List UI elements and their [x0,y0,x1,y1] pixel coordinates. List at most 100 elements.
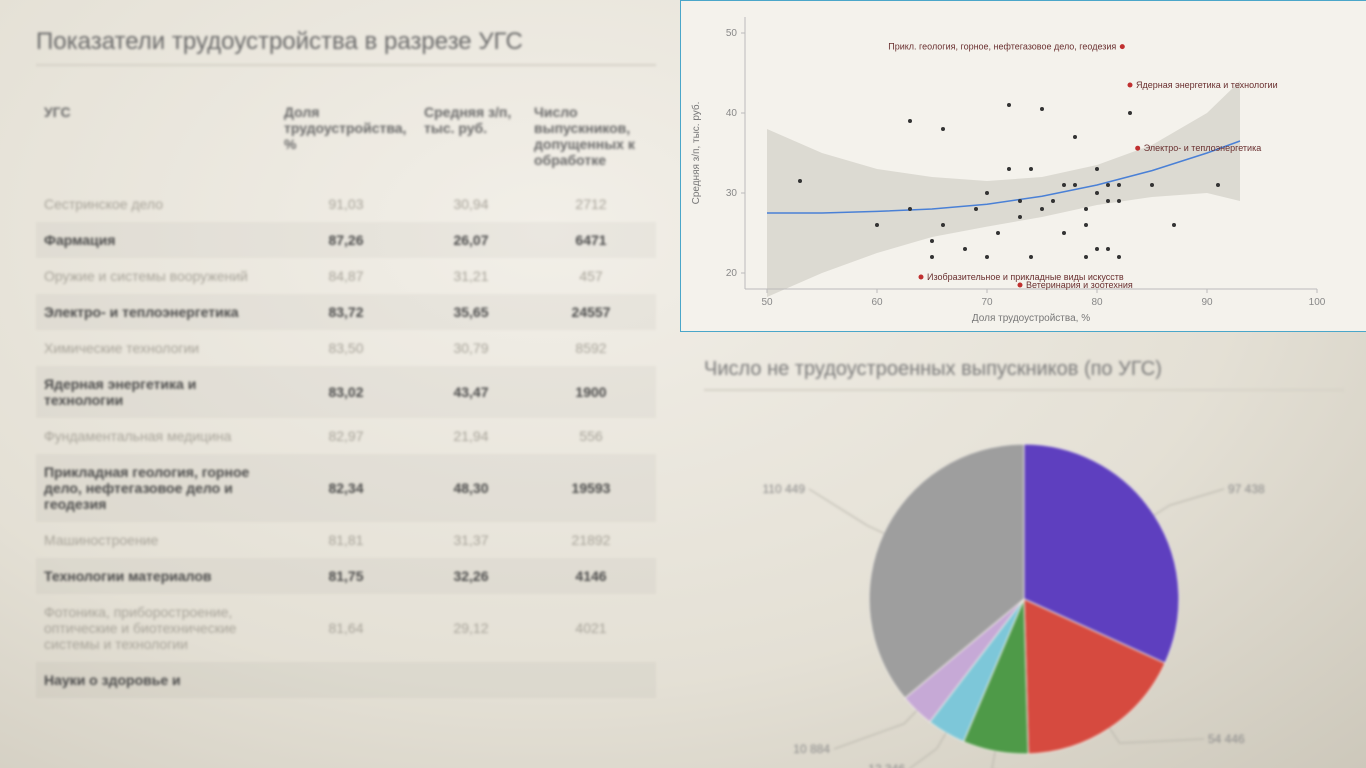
divider [704,389,1344,391]
table-row: Технологии материалов81,7532,264146 [36,558,656,594]
table-cell [526,662,656,698]
table-cell: 24557 [526,294,656,330]
table-cell: 4146 [526,558,656,594]
scatter-point-label: Ветеринария и зоотехния [1026,280,1133,290]
table-cell: 84,87 [276,258,416,294]
table-cell: Оружие и системы вооружений [36,258,276,294]
svg-text:90: 90 [1201,297,1213,308]
scatter-point [1117,255,1121,259]
table-cell: 1900 [526,366,656,418]
pie-slice-label: 110 449 [763,482,806,496]
table-row: Науки о здоровье и [36,662,656,698]
divider [36,64,656,66]
table-cell: 30,79 [416,330,526,366]
svg-text:100: 100 [1309,297,1326,308]
scatter-point [1128,111,1132,115]
table-cell: 457 [526,258,656,294]
table-cell: 83,72 [276,294,416,330]
table-cell: 30,94 [416,186,526,222]
scatter-point [1117,199,1121,203]
confidence-band [767,81,1240,297]
scatter-highlight-point [919,275,924,280]
table-row: Химические технологии83,5030,798592 [36,330,656,366]
scatter-point [1062,231,1066,235]
scatter-point [1095,191,1099,195]
table-header: УГС [36,94,276,186]
table-cell: 26,07 [416,222,526,258]
table-cell: Фармация [36,222,276,258]
table-cell: 8592 [526,330,656,366]
x-axis-title: Доля трудоустройства, % [972,313,1090,324]
scatter-point [1106,183,1110,187]
table-cell [276,662,416,698]
scatter-point [875,223,879,227]
table-header: Доля трудоустройства, % [276,94,416,186]
table-row: Ядерная энергетика и технологии83,0243,4… [36,366,656,418]
table-cell: 19593 [526,454,656,522]
table-cell: 81,64 [276,594,416,662]
scatter-point [1040,107,1044,111]
scatter-point [985,191,989,195]
table-row: Фундаментальная медицина82,9721,94556 [36,418,656,454]
scatter-chart: 506070809010020304050Прикл. геология, го… [681,1,1337,331]
table-cell: 91,03 [276,186,416,222]
scatter-point [1084,255,1088,259]
scatter-point [1018,215,1022,219]
table-cell: 2712 [526,186,656,222]
scatter-point [908,207,912,211]
scatter-point [798,179,802,183]
table-cell: 29,12 [416,594,526,662]
scatter-point [996,231,1000,235]
table-cell: 87,26 [276,222,416,258]
table-cell: Фотоника, приборостроение, оптические и … [36,594,276,662]
scatter-point [1062,183,1066,187]
scatter-point [1150,183,1154,187]
table-cell: 4021 [526,594,656,662]
scatter-point [1073,135,1077,139]
table-cell: 81,81 [276,522,416,558]
table-row: Фармация87,2626,076471 [36,222,656,258]
table-cell: Электро- и теплоэнергетика [36,294,276,330]
table-cell: 35,65 [416,294,526,330]
svg-text:30: 30 [726,188,738,199]
scatter-point-label: Прикл. геология, горное, нефтегазовое де… [888,42,1116,52]
svg-text:50: 50 [761,297,773,308]
scatter-point [974,207,978,211]
table-cell: 21892 [526,522,656,558]
table-cell: 43,47 [416,366,526,418]
pie-slice-label: 10 884 [793,742,830,756]
scatter-point [1029,167,1033,171]
pie-panel: Число не трудоустроенных выпускников (по… [680,332,1366,768]
scatter-point [930,239,934,243]
table-row: Машиностроение81,8131,3721892 [36,522,656,558]
table-cell: 48,30 [416,454,526,522]
table-cell: 81,75 [276,558,416,594]
scatter-highlight-point [1018,283,1023,288]
table-cell: 556 [526,418,656,454]
scatter-point [1007,167,1011,171]
employment-table: УГСДоля трудоустройства, %Средняя з/п, т… [36,94,656,698]
scatter-point [1018,199,1022,203]
scatter-point [1029,255,1033,259]
y-axis-title: Средняя з/п, тыс. руб. [690,102,702,205]
scatter-point [908,119,912,123]
svg-text:80: 80 [1091,297,1103,308]
table-row: Сестринское дело91,0330,942712 [36,186,656,222]
table-cell: 31,37 [416,522,526,558]
svg-text:70: 70 [981,297,993,308]
table-cell: Машиностроение [36,522,276,558]
table-cell: 31,21 [416,258,526,294]
table-cell: Фундаментальная медицина [36,418,276,454]
svg-text:50: 50 [726,28,738,39]
table-cell: Науки о здоровье и [36,662,276,698]
pie-slice-label: 97 438 [1228,482,1265,496]
pie-slice-label: 54 446 [1208,732,1245,746]
table-row: Электро- и теплоэнергетика83,7235,652455… [36,294,656,330]
scatter-point [1216,183,1220,187]
scatter-point-label: Электро- и теплоэнергетика [1144,143,1262,153]
table-cell: 6471 [526,222,656,258]
table-cell [416,662,526,698]
table-cell: Химические технологии [36,330,276,366]
scatter-point [1106,199,1110,203]
table-cell: Прикладная геология, горное дело, нефтег… [36,454,276,522]
